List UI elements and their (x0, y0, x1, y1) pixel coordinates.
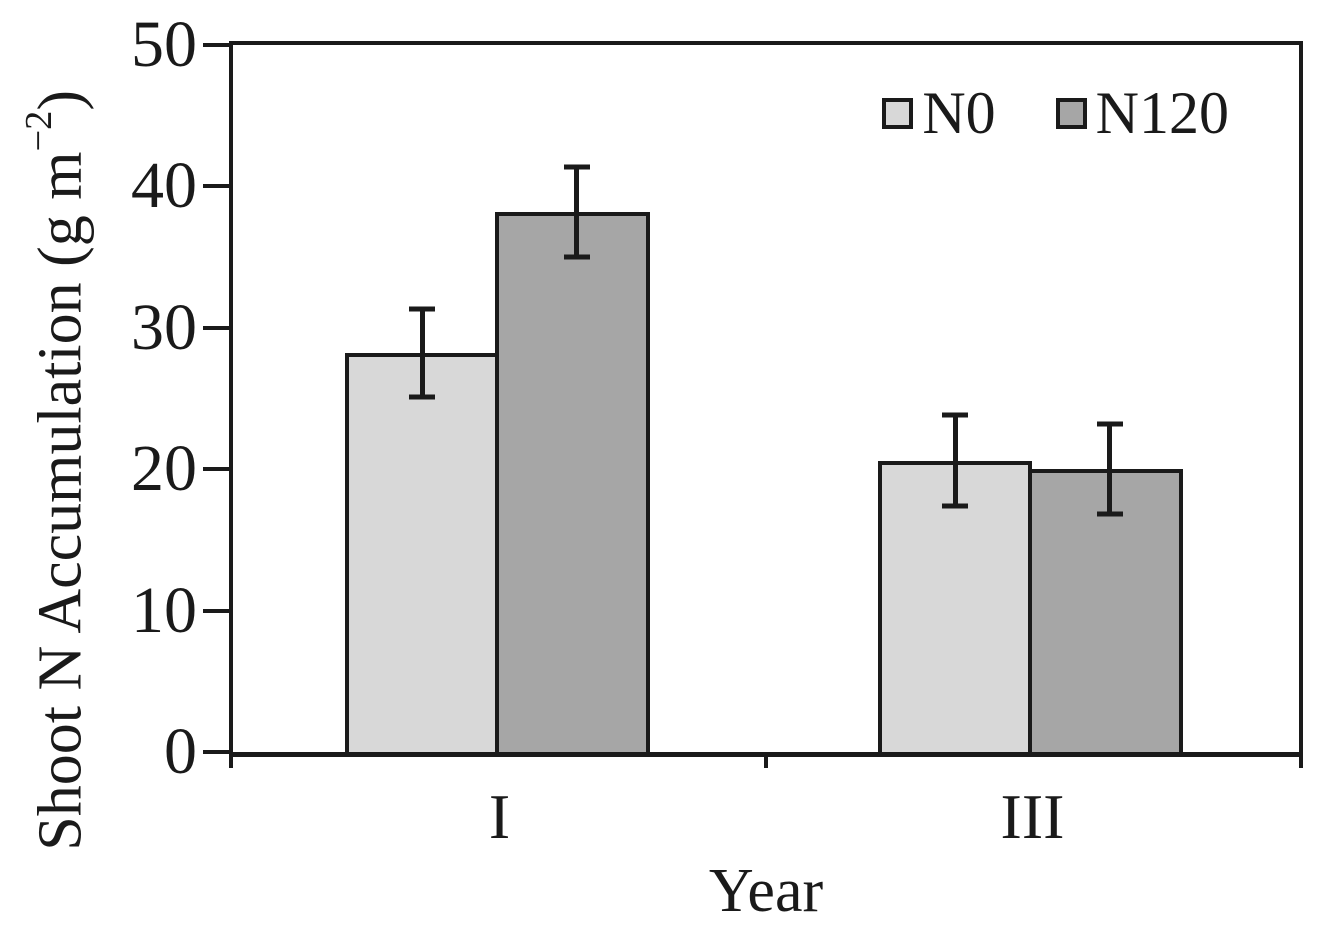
x-category-label-i: I (488, 781, 511, 852)
y-axis-title-close-paren: ) (26, 89, 95, 111)
error-bar-n120-year-i (563, 164, 590, 260)
y-axis-title-wrap: Shoot N Accumulation (g m−2) (0, 80, 112, 860)
error-bar-cap-top (942, 412, 969, 418)
y-tick-label-30: 30 (131, 290, 197, 364)
y-tick-0 (203, 750, 233, 754)
y-tick-30 (203, 325, 233, 330)
bar-n0-year-i (345, 353, 500, 752)
y-tick-10 (203, 608, 233, 613)
x-axis-tick-right (1299, 752, 1303, 768)
bar-group-i (345, 45, 654, 752)
y-tick-label-10: 10 (131, 573, 197, 647)
y-tick-label-20: 20 (131, 432, 197, 506)
y-tick-label-50: 50 (131, 8, 197, 81)
x-axis-tick-middle (764, 752, 768, 768)
y-tick-label-0: 0 (164, 715, 197, 788)
x-axis-tick-left (229, 752, 233, 768)
x-category-label-iii: III (1000, 781, 1065, 852)
legend-entry-n120: N120 (1055, 80, 1229, 146)
bar-n0-year-iii (878, 460, 1033, 752)
y-tick-20 (203, 467, 233, 472)
y-tick-label-40: 40 (131, 149, 197, 223)
legend-label-n120: N120 (1095, 80, 1229, 146)
error-bar-cap-bottom (1096, 511, 1123, 517)
error-bar-cap-bottom (409, 394, 436, 400)
error-bar-cap-bottom (942, 503, 969, 509)
legend-entry-n0: N0 (882, 80, 996, 146)
bar-group-iii (878, 45, 1187, 752)
error-bar-cap-top (563, 164, 590, 170)
y-tick-40 (203, 184, 233, 189)
legend-swatch-n120 (1055, 97, 1087, 129)
y-axis-title-superscript: −2 (18, 110, 61, 152)
error-bar-n0-year-iii (942, 412, 969, 509)
error-bar-cap-bottom (563, 254, 590, 260)
y-tick-50 (203, 43, 233, 47)
error-bar-n120-year-iii (1096, 421, 1123, 517)
error-bar-cap-top (1096, 421, 1123, 427)
y-axis-title-text: Shoot N Accumulation (g m (26, 151, 95, 851)
y-axis-title: Shoot N Accumulation (g m−2) (18, 89, 95, 851)
error-bar-n0-year-i (409, 306, 436, 400)
legend-label-n0: N0 (922, 80, 996, 146)
x-axis-title: Year (708, 857, 824, 925)
legend-swatch-n0 (882, 97, 914, 129)
bar-n120-year-i (495, 211, 650, 752)
plot-area: N0 N120 Year 0 10 20 30 40 50 I III (131, 12, 1303, 922)
error-bar-cap-top (409, 306, 436, 312)
legend: N0 N120 (882, 83, 1229, 143)
